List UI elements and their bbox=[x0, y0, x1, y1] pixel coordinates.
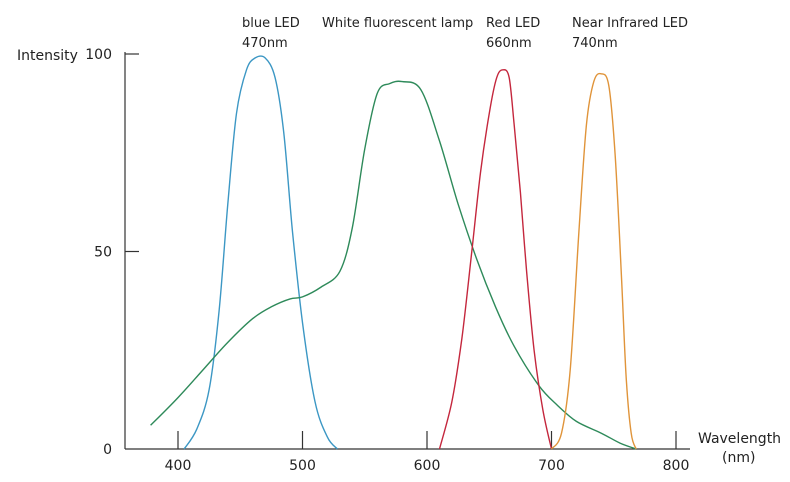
x-axis-title-line-1: Wavelength bbox=[698, 431, 781, 447]
series-label-near-infrared-led-2: 740nm bbox=[572, 36, 618, 51]
series-label-white-fluorescent-lamp-1: White fluorescent lamp bbox=[322, 16, 473, 31]
series-line-white-fluorescent-lamp bbox=[150, 80, 637, 450]
series-label-blue-led-2: 470nm bbox=[242, 36, 288, 51]
series-label-near-infrared-led-1: Near Infrared LED bbox=[572, 16, 688, 31]
y-tick-label-100: 100 bbox=[85, 47, 112, 63]
series-line-red-led bbox=[438, 69, 553, 450]
y-tick-label-0: 0 bbox=[103, 442, 112, 458]
series-label-blue-led-1: blue LED bbox=[242, 16, 300, 31]
x-tick-label-500: 500 bbox=[289, 458, 316, 474]
x-tick-label-700: 700 bbox=[538, 458, 565, 474]
x-tick-label-400: 400 bbox=[165, 458, 192, 474]
series-line-blue-led bbox=[183, 55, 338, 450]
x-axis-title-line-2: (nm) bbox=[722, 450, 755, 466]
x-tick-label-600: 600 bbox=[414, 458, 441, 474]
series-label-red-led-2: 660nm bbox=[486, 36, 532, 51]
series-labels: blue LED 470nm White fluorescent lamp Red L… bbox=[242, 16, 688, 51]
series-line-near-infrared-led bbox=[550, 72, 637, 450]
series-group bbox=[150, 55, 637, 450]
y-tick-label-50: 50 bbox=[94, 245, 112, 261]
y-axis-title: Intensity bbox=[17, 48, 78, 64]
axis-ticks: 400 500 600 700 800 0 50 100 bbox=[85, 47, 689, 474]
series-label-red-led-1: Red LED bbox=[486, 16, 540, 31]
x-tick-label-800: 800 bbox=[663, 458, 690, 474]
